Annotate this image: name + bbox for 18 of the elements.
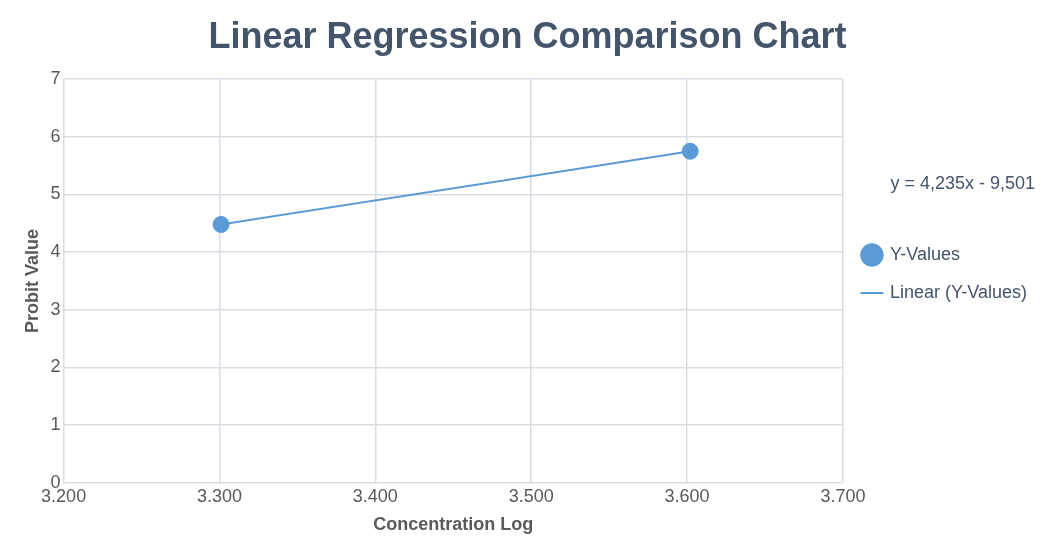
y-tick-label: 1 (50, 414, 61, 435)
y-tick-label: 6 (50, 125, 61, 146)
text: y = 4,235x - 9,501 (890, 173, 1035, 194)
x-tick-label: 3.400 (352, 485, 398, 506)
legend-label: Linear (Y-Values) (889, 281, 1027, 302)
x-tick-label: 3.500 (508, 485, 554, 506)
chart-title: Linear Regression Comparison Chart (208, 14, 847, 56)
y-tick-label: 3 (50, 298, 61, 319)
y-tick-label: 7 (50, 68, 61, 89)
x-tick-label: 3.600 (664, 485, 710, 506)
x-tick-label: 3.300 (196, 485, 242, 506)
x-axis-title: Concentration Log (373, 514, 534, 535)
y-tick-label: 2 (50, 356, 61, 377)
y-tick-label: 5 (50, 183, 61, 204)
y-tick-label: 4 (50, 241, 61, 262)
legend-label: Y-Values (889, 243, 960, 264)
y-axis-title: Probit Value (21, 228, 42, 334)
x-tick-label: 3.700 (820, 485, 866, 506)
